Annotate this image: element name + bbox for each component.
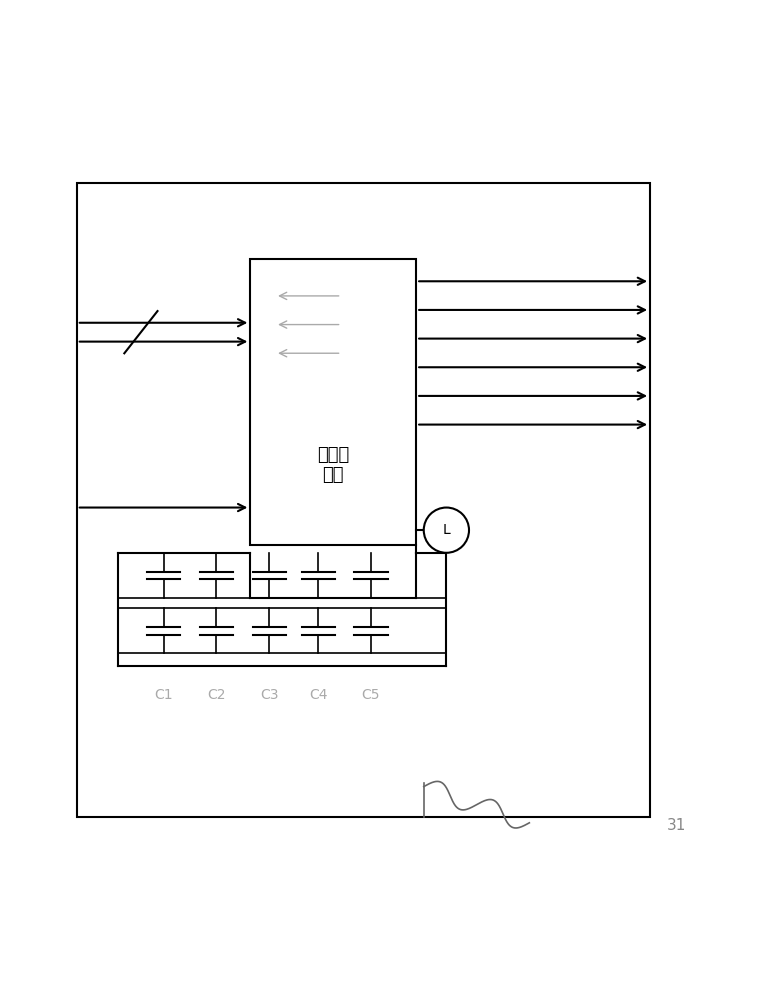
- Text: C1: C1: [154, 688, 173, 702]
- Bar: [251, 259, 416, 545]
- Text: 解差分
芯片: 解差分 芯片: [317, 446, 350, 484]
- Text: C4: C4: [309, 688, 328, 702]
- Text: C5: C5: [362, 688, 380, 702]
- Bar: [76, 183, 650, 817]
- Text: 31: 31: [667, 818, 686, 833]
- Text: C2: C2: [207, 688, 226, 702]
- Text: C3: C3: [260, 688, 279, 702]
- Text: L: L: [443, 523, 450, 537]
- Circle shape: [424, 508, 469, 553]
